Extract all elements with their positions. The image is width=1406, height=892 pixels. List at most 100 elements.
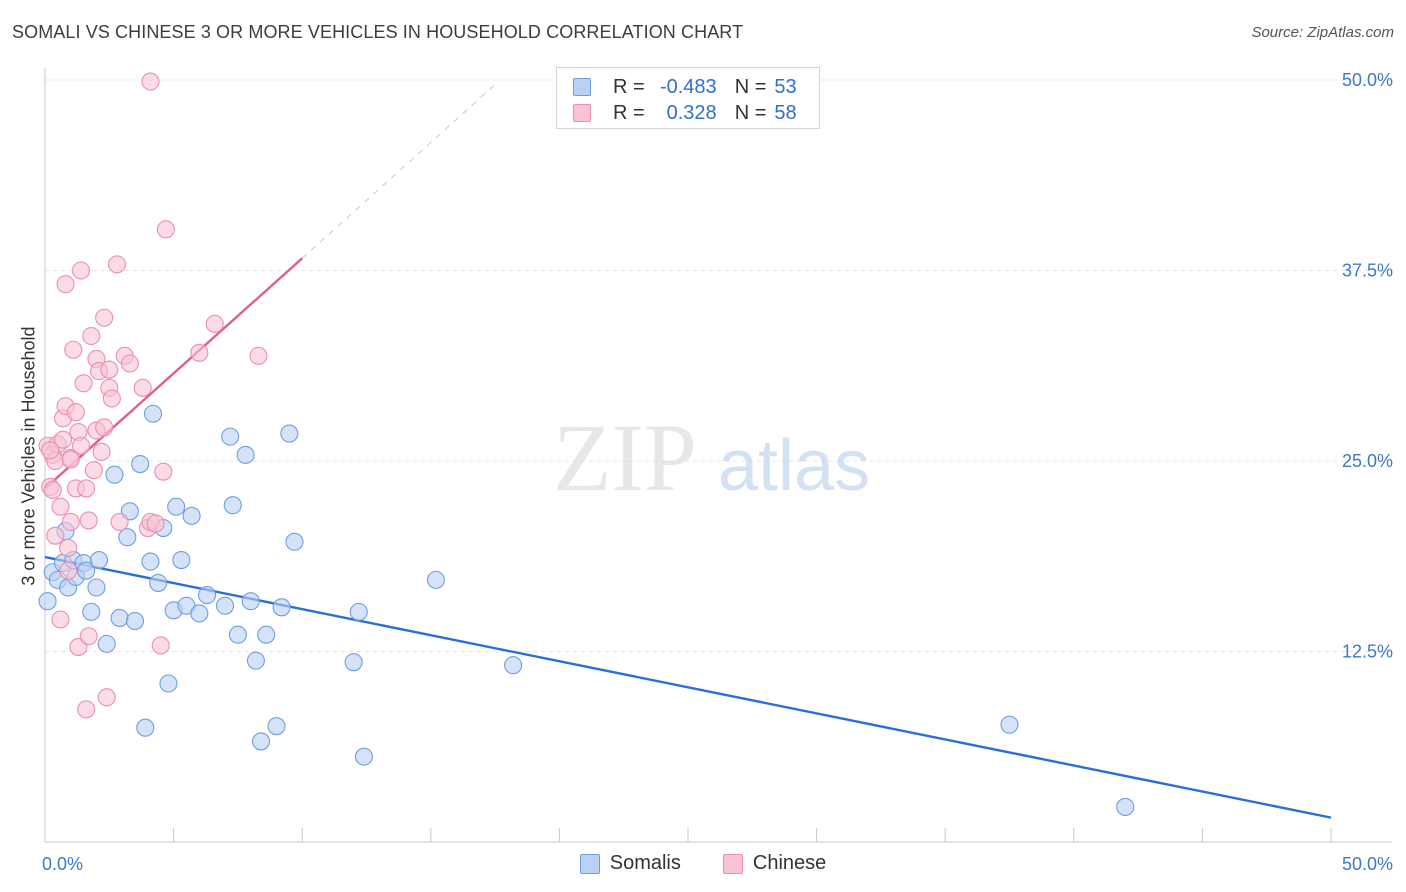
point-somalis xyxy=(136,718,155,737)
point-chinese xyxy=(146,514,165,533)
stats-box: R = -0.483 N = 53 R = 0.328 N = 58 xyxy=(556,67,820,129)
stats-r-value: 0.328 xyxy=(666,101,717,124)
point-chinese xyxy=(43,480,62,500)
stats-row-somalis: R = -0.483 N = 53 xyxy=(573,74,797,100)
watermark: ZIP atlas xyxy=(553,404,870,511)
point-somalis xyxy=(223,496,242,515)
point-somalis xyxy=(172,551,191,570)
y-tick-label: 37.5% xyxy=(1342,261,1393,281)
watermark-atlas: atlas xyxy=(718,426,870,506)
point-chinese xyxy=(64,340,83,359)
point-chinese xyxy=(56,275,75,294)
point-chinese xyxy=(156,220,175,239)
stats-swatch-chinese xyxy=(573,104,591,122)
point-chinese xyxy=(97,688,116,707)
point-chinese xyxy=(79,511,98,530)
point-chinese xyxy=(120,354,139,373)
point-somalis xyxy=(190,604,209,623)
point-somalis xyxy=(236,445,255,464)
point-somalis xyxy=(267,717,286,736)
point-somalis xyxy=(82,602,101,621)
point-chinese xyxy=(110,512,129,532)
stats-n-label: N = xyxy=(734,101,767,124)
stats-row-chinese: R = 0.328 N = 58 xyxy=(573,100,797,126)
watermark-zip: ZIP xyxy=(553,404,697,511)
point-chinese xyxy=(79,627,98,646)
point-chinese xyxy=(190,343,209,362)
point-somalis xyxy=(1116,797,1135,816)
point-somalis xyxy=(426,570,445,589)
point-somalis xyxy=(285,532,304,551)
point-somalis xyxy=(272,598,291,617)
point-somalis xyxy=(182,506,201,525)
gridlines xyxy=(45,79,1392,652)
point-somalis xyxy=(1000,715,1019,734)
point-somalis xyxy=(38,592,57,611)
point-chinese xyxy=(95,308,114,327)
point-chinese xyxy=(92,442,111,461)
point-chinese xyxy=(95,418,114,437)
point-chinese xyxy=(71,436,91,455)
point-somalis xyxy=(344,653,363,672)
point-chinese xyxy=(151,636,170,655)
point-chinese xyxy=(51,610,70,629)
point-somalis xyxy=(87,578,106,597)
point-somalis xyxy=(215,596,235,615)
stats-r-value: -0.483 xyxy=(659,75,717,98)
source-label: Source: ZipAtlas.com xyxy=(1251,24,1394,41)
point-chinese xyxy=(154,462,173,481)
point-somalis xyxy=(110,608,129,628)
legend-item-somalis: Somalis xyxy=(579,852,681,875)
stats-n-value: 58 xyxy=(774,101,797,124)
point-chinese xyxy=(41,441,60,460)
x-tick-label: 0.0% xyxy=(42,854,83,874)
point-somalis xyxy=(159,674,178,693)
point-chinese xyxy=(53,430,73,449)
point-chinese xyxy=(249,346,268,365)
legend-swatch-chinese xyxy=(722,853,743,874)
y-tick-label: 12.5% xyxy=(1342,642,1393,662)
point-chinese xyxy=(61,450,80,469)
y-tick-label: 50.0% xyxy=(1342,70,1393,90)
legend-swatch-somalis xyxy=(579,853,600,874)
point-chinese xyxy=(71,261,91,280)
trendline-somalis xyxy=(44,555,1332,819)
point-somalis xyxy=(118,528,137,547)
point-somalis xyxy=(143,404,163,423)
point-somalis xyxy=(349,602,368,621)
point-chinese xyxy=(59,561,78,580)
point-somalis xyxy=(354,747,373,766)
point-somalis xyxy=(257,625,276,644)
point-somalis xyxy=(141,552,160,571)
point-chinese xyxy=(107,255,127,274)
point-somalis xyxy=(246,651,265,670)
point-somalis xyxy=(167,497,186,516)
point-chinese xyxy=(84,461,103,480)
point-somalis xyxy=(149,573,168,592)
point-chinese xyxy=(100,360,119,379)
y-axis-title: 3 or more Vehicles in Household xyxy=(18,326,39,586)
point-chinese xyxy=(133,378,152,397)
point-somalis xyxy=(228,625,247,644)
point-somalis xyxy=(89,551,109,570)
stats-n-value: 53 xyxy=(774,75,797,98)
point-somalis xyxy=(97,634,116,653)
point-somalis xyxy=(251,732,271,751)
point-chinese xyxy=(46,526,65,545)
point-somalis xyxy=(197,586,217,605)
point-somalis xyxy=(241,592,260,611)
point-chinese xyxy=(205,314,224,333)
legend-label-somalis: Somalis xyxy=(609,852,681,874)
point-chinese xyxy=(59,538,78,557)
legend-label-chinese: Chinese xyxy=(752,852,827,874)
point-somalis xyxy=(504,656,523,675)
chart-title: SOMALI VS CHINESE 3 OR MORE VEHICLES IN … xyxy=(12,22,744,42)
point-chinese xyxy=(77,700,96,719)
point-somalis xyxy=(131,454,150,474)
legend-item-chinese: Chinese xyxy=(722,852,827,875)
point-chinese xyxy=(66,403,85,422)
stats-r-label: R = xyxy=(613,75,645,98)
point-chinese xyxy=(51,497,70,516)
